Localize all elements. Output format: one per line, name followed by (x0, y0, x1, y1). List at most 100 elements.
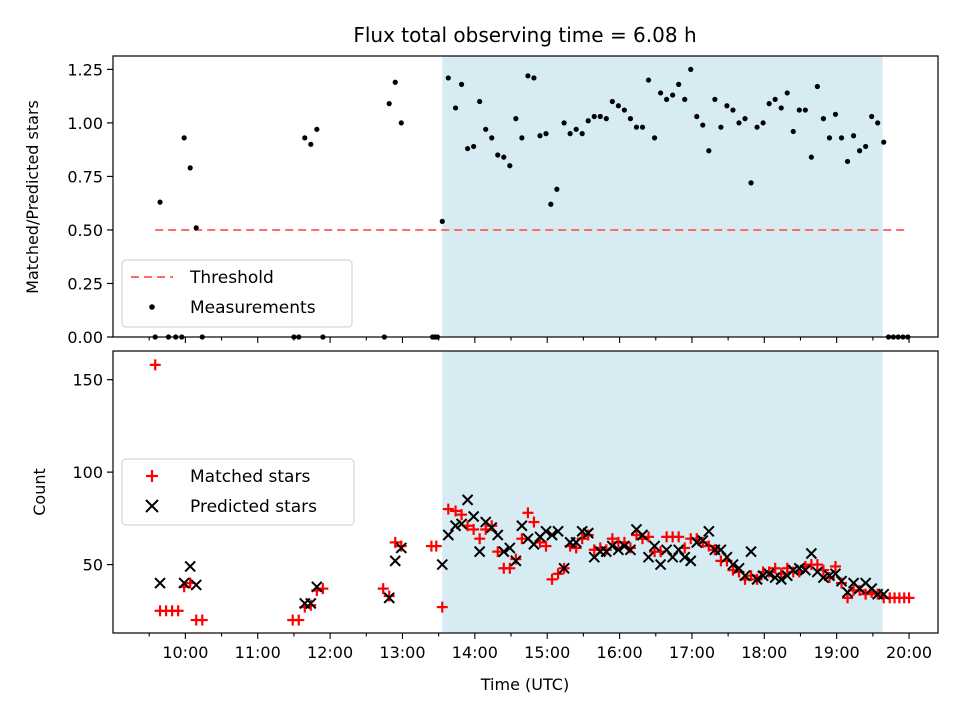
measurement-point (814, 83, 820, 90)
predicted-star-point (878, 588, 890, 600)
measurement-point (483, 126, 489, 132)
measurement-point (548, 201, 554, 207)
measurement-point (585, 118, 591, 124)
predicted-star-point (606, 540, 619, 552)
predicted-star-point (612, 544, 625, 556)
predicted-star-point (703, 525, 715, 538)
matched-star-point (383, 590, 395, 602)
matched-star-point (528, 516, 540, 528)
matched-star-point (903, 592, 915, 604)
measurement-point (664, 96, 670, 102)
measurement-point (531, 75, 537, 81)
legend-measurements-label: Measurements (190, 298, 316, 318)
legend-threshold-label: Threshold (189, 268, 274, 288)
measurement-point (439, 218, 445, 224)
matched-star-point (522, 507, 534, 519)
measurement-point (187, 165, 193, 171)
predicted-star-point (636, 529, 649, 541)
x-tick-label: 15:00 (524, 643, 570, 662)
measurement-point (458, 81, 465, 87)
predicted-star-point (558, 562, 570, 574)
predicted-star-point (648, 540, 661, 552)
predicted-star-point (841, 586, 854, 599)
matched-star-point (436, 601, 448, 613)
measurement-point (730, 107, 736, 113)
predicted-star-point (442, 529, 455, 541)
x-tick-label: 10:00 (162, 643, 208, 662)
measurement-point (844, 158, 851, 165)
measurement-point (645, 77, 652, 83)
measurement-point (881, 139, 887, 145)
x-tick-label: 19:00 (814, 643, 860, 662)
matched-star-point (468, 523, 480, 535)
predicted-star-point (516, 520, 528, 532)
measurement-point (392, 79, 398, 85)
legend-measurements-swatch (149, 304, 155, 310)
predicted-star-point (455, 518, 468, 530)
bottom-legend: Matched stars Predicted stars (121, 458, 355, 526)
measurement-point (688, 66, 694, 72)
matched-star-point (450, 505, 462, 517)
measurement-point (694, 113, 700, 120)
x-tick-label: 17:00 (669, 643, 715, 662)
matched-star-point (769, 562, 781, 574)
y-tick-label: 0.75 (67, 167, 103, 186)
measurement-point (561, 120, 567, 126)
predicted-star-point (799, 564, 812, 576)
x-tick-label: 16:00 (597, 643, 643, 662)
measurement-point (670, 92, 676, 98)
measurement-point (639, 124, 646, 130)
measurement-point (724, 103, 730, 109)
measurement-point (543, 131, 549, 137)
measurement-point (621, 107, 628, 113)
measurement-point (838, 135, 845, 141)
measurement-point (193, 225, 199, 231)
predicted-star-point (697, 534, 709, 547)
measurement-point (398, 120, 404, 126)
predicted-star-point (546, 529, 558, 541)
measurement-point (452, 105, 459, 111)
matched-star-point (811, 559, 823, 571)
measurement-point (784, 90, 790, 96)
measurement-point (308, 141, 314, 147)
predicted-star-point (184, 560, 196, 573)
top-y-ticks: 0.00 0.25 0.50 0.75 1.00 1.25 (67, 60, 113, 347)
y-tick-label: 0.25 (67, 274, 103, 293)
measurement-point (489, 135, 495, 141)
matched-star-point (540, 540, 552, 552)
measurement-point (181, 135, 187, 141)
predicted-star-point (745, 545, 757, 558)
predicted-star-point (727, 558, 739, 571)
matched-star-point (149, 359, 161, 371)
predicted-star-point (540, 525, 552, 538)
top-legend-box (121, 259, 353, 328)
x-tick-label: 11:00 (235, 643, 281, 662)
predicted-star-point (178, 577, 190, 589)
predicted-star-point (654, 558, 667, 571)
matched-star-point (829, 560, 841, 572)
predicted-star-point (624, 544, 637, 556)
matched-star-point (377, 583, 389, 595)
x-tick-label: 12:00 (307, 643, 353, 662)
predicted-star-point (775, 573, 787, 586)
measurement-point (808, 154, 814, 160)
measurement-point (651, 135, 658, 141)
y-tick-label: 50 (83, 556, 103, 575)
predicted-star-point (436, 558, 448, 571)
measurement-point (157, 199, 163, 205)
matched-star-point (854, 584, 866, 596)
measurement-point (778, 105, 784, 111)
matched-star-point (836, 577, 848, 589)
predicted-star-point (685, 555, 697, 567)
measurement-point (857, 148, 863, 154)
predicted-star-point (395, 542, 407, 554)
bottom-y-ticks: 50 100 150 (72, 371, 113, 575)
predicted-star-point (383, 592, 395, 604)
predicted-star-point (751, 573, 763, 586)
predicted-star-point (467, 510, 480, 523)
predicted-star-point (311, 581, 323, 593)
matched-star-point (293, 614, 305, 626)
y-tick-label: 1.00 (67, 114, 103, 133)
